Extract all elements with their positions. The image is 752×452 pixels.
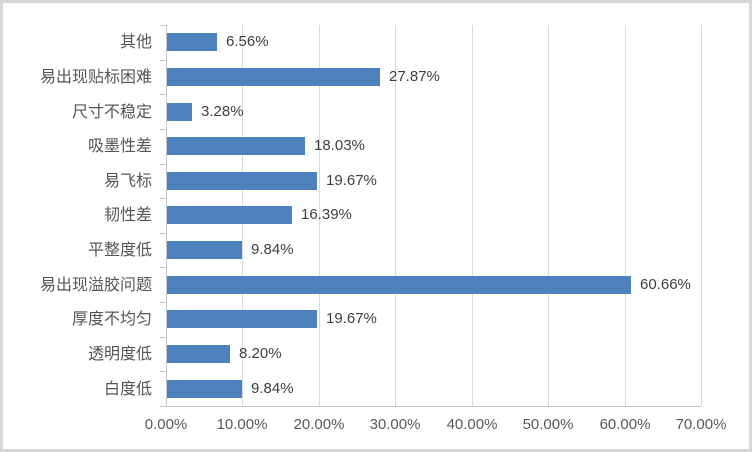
x-axis-tick-label: 10.00% xyxy=(216,416,268,433)
data-label: 9.84% xyxy=(251,380,294,397)
category-axis-tick xyxy=(160,198,166,199)
bar xyxy=(167,206,292,224)
category-label: 吸墨性差 xyxy=(87,136,152,155)
category-label: 韧性差 xyxy=(103,205,152,224)
bar xyxy=(167,380,242,398)
bar xyxy=(167,345,230,363)
data-label: 6.56% xyxy=(226,33,269,50)
x-axis-tick-label: 60.00% xyxy=(599,416,651,433)
category-label: 平整度低 xyxy=(87,240,152,259)
gridline xyxy=(701,25,702,406)
category-label: 易飞标 xyxy=(103,171,152,190)
bar xyxy=(167,310,317,328)
bar xyxy=(167,241,242,259)
category-axis-tick xyxy=(160,94,166,95)
category-axis-tick xyxy=(160,267,166,268)
category-axis-tick xyxy=(160,129,166,130)
x-axis-tick-label: 40.00% xyxy=(446,416,498,433)
x-axis-tick-label: 0.00% xyxy=(144,416,188,433)
value-axis-line xyxy=(166,25,167,406)
bar xyxy=(167,172,317,190)
bar xyxy=(167,33,217,51)
gridline xyxy=(319,25,320,406)
category-label: 厚度不均匀 xyxy=(71,309,152,328)
category-axis-tick xyxy=(160,233,166,234)
data-label: 19.67% xyxy=(326,172,377,189)
category-label: 易出现溢胶问题 xyxy=(39,275,152,294)
category-axis-tick xyxy=(160,25,166,26)
category-label: 尺寸不稳定 xyxy=(71,102,152,121)
data-label: 60.66% xyxy=(640,276,691,293)
data-label: 3.28% xyxy=(201,103,244,120)
category-axis-tick xyxy=(160,337,166,338)
category-label: 透明度低 xyxy=(87,344,152,363)
category-axis-tick xyxy=(160,371,166,372)
data-label: 16.39% xyxy=(301,206,352,223)
bar xyxy=(167,137,305,155)
category-label: 其他 xyxy=(119,32,152,51)
gridline xyxy=(548,25,549,406)
data-label: 19.67% xyxy=(326,310,377,327)
data-label: 27.87% xyxy=(389,68,440,85)
data-label: 8.20% xyxy=(239,345,282,362)
category-axis-tick xyxy=(160,302,166,303)
x-axis-tick-label: 30.00% xyxy=(369,416,421,433)
gridline xyxy=(625,25,626,406)
gridline xyxy=(395,25,396,406)
category-label: 易出现贴标困难 xyxy=(39,67,152,86)
bar xyxy=(167,103,192,121)
x-axis-tick-label: 20.00% xyxy=(293,416,345,433)
bar xyxy=(167,276,631,294)
category-label: 白度低 xyxy=(103,379,152,398)
data-label: 9.84% xyxy=(251,241,294,258)
category-axis-tick xyxy=(160,60,166,61)
gridline xyxy=(472,25,473,406)
x-axis-line xyxy=(160,406,701,407)
category-axis-tick xyxy=(160,164,166,165)
x-axis-tick-label: 50.00% xyxy=(522,416,574,433)
x-axis-tick-label: 70.00% xyxy=(675,416,727,433)
bar xyxy=(167,68,380,86)
data-label: 18.03% xyxy=(314,137,365,154)
